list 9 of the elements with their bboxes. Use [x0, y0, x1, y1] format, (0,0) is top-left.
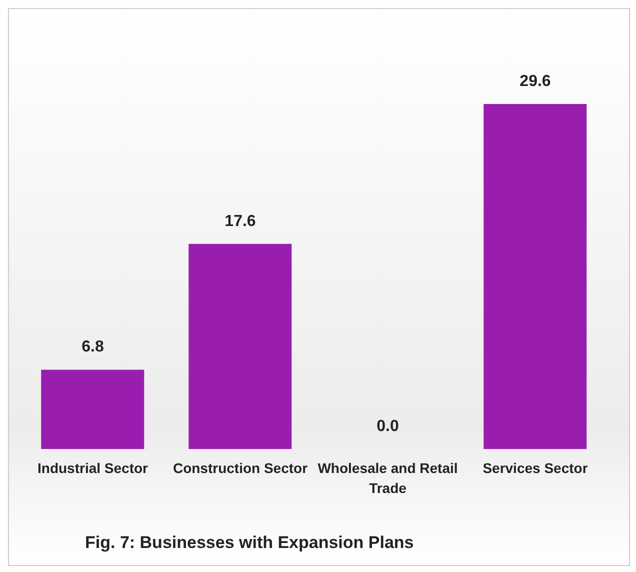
- data-label: 0.0: [376, 418, 399, 435]
- x-tick-label: Industrial Sector: [38, 460, 149, 476]
- x-tick-label: Construction Sector: [172, 460, 308, 476]
- data-label: 6.8: [82, 338, 104, 356]
- x-tick-label: Services Sector: [482, 460, 588, 476]
- x-tick-label: Wholesale and Retail Trade: [318, 460, 458, 496]
- text: Fig. 7: Businesses with Expansion Plans: [85, 533, 414, 553]
- data-label: 17.6: [224, 212, 256, 230]
- data-label: 29.6: [520, 73, 551, 90]
